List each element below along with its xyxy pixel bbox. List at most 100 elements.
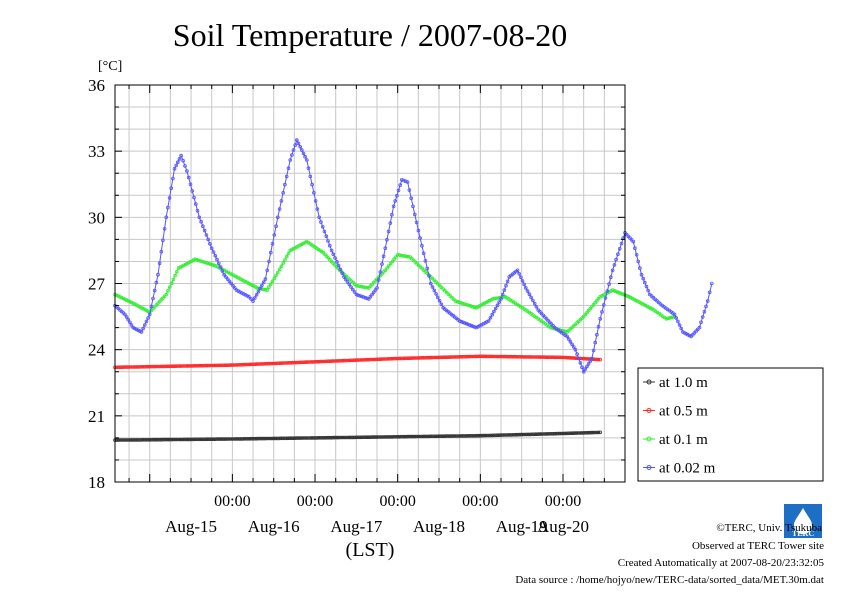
data-point <box>314 436 319 440</box>
data-point <box>177 437 181 442</box>
data-point <box>383 435 388 439</box>
data-point <box>449 355 453 359</box>
data-point <box>326 435 331 440</box>
data-point <box>190 189 195 193</box>
data-point <box>235 275 239 280</box>
data-point <box>478 354 483 359</box>
data-point <box>386 229 391 234</box>
data-point <box>345 435 350 440</box>
data-point <box>320 435 324 440</box>
data-point <box>220 363 224 368</box>
data-point <box>493 306 498 311</box>
x-tick-label-date: Aug-17 <box>330 517 382 536</box>
data-point <box>497 433 502 438</box>
data-point <box>246 436 250 441</box>
data-point <box>163 364 167 369</box>
data-point <box>266 436 271 441</box>
data-point <box>200 259 204 264</box>
data-point <box>240 437 245 441</box>
data-point <box>423 434 428 439</box>
data-point <box>569 356 574 360</box>
data-point <box>311 436 316 440</box>
data-point <box>227 363 231 368</box>
data-point <box>631 239 636 244</box>
data-point <box>356 284 360 288</box>
data-point <box>354 283 359 288</box>
data-point <box>140 364 145 369</box>
data-point <box>209 437 214 442</box>
data-point <box>528 355 533 359</box>
data-point <box>164 215 169 220</box>
legend-swatch-marker <box>646 436 652 442</box>
data-point <box>180 364 185 368</box>
data-point <box>151 437 155 442</box>
data-point <box>565 334 569 339</box>
data-point <box>390 356 395 361</box>
data-point <box>437 283 442 288</box>
data-point <box>453 299 458 303</box>
legend-swatch-marker <box>646 408 652 413</box>
data-point <box>309 360 314 364</box>
data-point <box>339 358 343 363</box>
data-point <box>443 288 447 293</box>
series-1 <box>113 354 603 370</box>
legend-label: at 0.5 m <box>659 404 708 420</box>
data-point <box>222 272 226 277</box>
data-point <box>634 253 639 257</box>
data-point <box>466 322 470 327</box>
data-point <box>490 312 495 317</box>
data-point <box>583 356 587 361</box>
data-point <box>306 436 310 440</box>
data-point <box>261 362 266 366</box>
data-point <box>517 271 521 276</box>
data-point <box>190 364 195 368</box>
data-point <box>169 186 174 191</box>
data-point <box>116 438 121 442</box>
data-point <box>593 430 597 435</box>
data-point <box>270 242 275 246</box>
data-point <box>370 357 374 362</box>
data-point <box>158 437 162 442</box>
data-point <box>220 269 225 273</box>
y-tick-label: 24 <box>88 341 106 360</box>
data-point <box>156 364 161 369</box>
data-point <box>667 316 672 320</box>
data-point <box>308 360 312 364</box>
series-0 <box>113 430 603 442</box>
data-point <box>116 294 121 298</box>
data-point <box>442 434 447 439</box>
data-point <box>438 355 443 360</box>
data-point <box>218 265 223 269</box>
data-point <box>531 298 535 303</box>
data-point <box>504 354 509 359</box>
footer-source: Data source : /home/hojyo/new/TERC-data/… <box>515 574 824 586</box>
data-point <box>449 434 453 438</box>
data-point <box>245 293 249 298</box>
data-point <box>570 342 574 347</box>
data-point <box>168 364 173 369</box>
data-point <box>388 221 393 225</box>
data-point <box>335 259 339 264</box>
data-point <box>203 260 208 265</box>
data-point <box>340 358 345 363</box>
data-point <box>365 285 369 290</box>
y-tick-label: 21 <box>88 407 105 426</box>
data-point <box>299 360 304 365</box>
data-point <box>173 273 177 278</box>
data-point <box>452 434 457 438</box>
data-point <box>438 434 443 439</box>
data-point <box>383 268 388 273</box>
data-point <box>196 437 200 442</box>
data-point <box>364 357 369 362</box>
data-point <box>406 254 411 259</box>
data-point <box>274 224 278 229</box>
data-point <box>172 167 177 171</box>
data-point <box>475 433 479 438</box>
data-point <box>575 352 579 356</box>
data-point <box>581 369 586 374</box>
data-point <box>464 354 469 359</box>
data-point <box>404 254 409 259</box>
data-point <box>488 354 493 359</box>
data-point <box>700 315 705 319</box>
data-point <box>333 256 337 260</box>
